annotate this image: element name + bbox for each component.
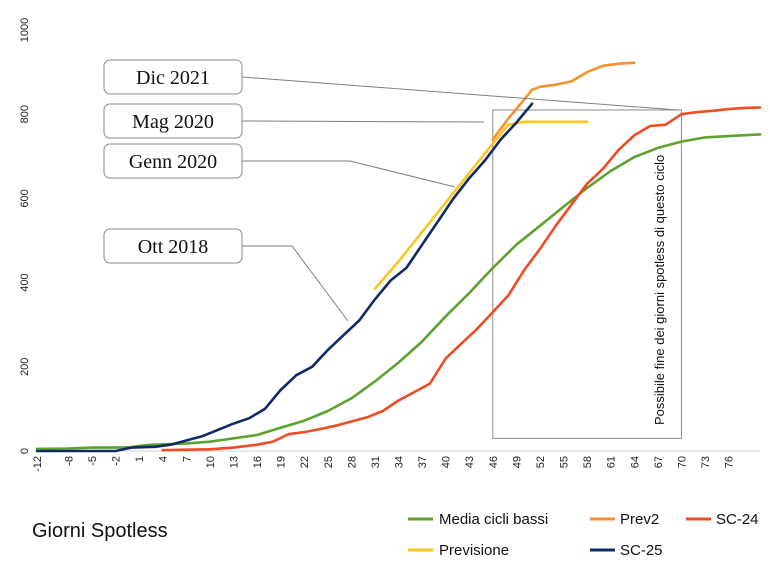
y-tick-label: 0 [19, 448, 31, 454]
y-tick-label: 400 [19, 273, 31, 291]
x-tick-label: 55 [559, 456, 571, 468]
callout-box [103, 59, 243, 95]
legend-label-previsione: Previsione [439, 542, 509, 559]
x-tick-label: -2 [111, 456, 123, 466]
y-tick-label: 800 [19, 105, 31, 123]
annotation-text: Possibile fine dei giorni spotless di qu… [652, 155, 667, 425]
x-tick-labels: -12 -8 -5 -2 1 4 7 10 13 16 19 22 25 28 31 34 37 40 43 46 49… [32, 456, 736, 472]
x-tick-label: 7 [181, 456, 193, 462]
highlight-box [492, 109, 682, 439]
callout-label: Genn 2020 [129, 151, 217, 173]
series-line-previsione [373, 120, 589, 291]
x-tick-label: 76 [724, 456, 736, 468]
legend-label-sc24: SC-24 [716, 511, 759, 528]
callout-box [103, 143, 243, 179]
highlight-box-group [492, 109, 682, 439]
legend-label-media: Media cicli bassi [439, 511, 548, 528]
chart-title: Giorni Spotless [32, 520, 168, 542]
x-tick-label: 61 [606, 456, 618, 468]
x-tick-label: 4 [158, 456, 170, 462]
x-tick-label: 46 [488, 456, 500, 468]
legend-label-sc25: SC-25 [620, 542, 663, 559]
callout-leader-line [241, 120, 485, 123]
x-tick-label: 22 [299, 456, 311, 468]
legend-label-prev2: Prev2 [620, 511, 659, 528]
series-line-sc25 [35, 102, 534, 453]
x-tick-label: 28 [346, 456, 358, 468]
series-lines [35, 61, 762, 453]
x-tick-label: 34 [394, 456, 406, 468]
callout-label: Dic 2021 [136, 67, 210, 89]
callouts: Dic 2021 Mag 2020 Genn 2020 Ott 2018 [103, 59, 679, 322]
x-tick-label: 52 [535, 456, 547, 468]
x-tick-label: 13 [228, 456, 240, 468]
x-tick-label: 37 [417, 456, 429, 468]
x-tick-label: 64 [629, 456, 641, 468]
callout-leader-line [242, 160, 456, 188]
x-tick-label: 19 [276, 456, 288, 468]
x-tick-label: 70 [676, 456, 688, 468]
x-tick-label: 10 [205, 456, 217, 468]
callout-box [103, 103, 243, 139]
x-tick-label: 16 [252, 456, 264, 468]
series-line-prev2 [491, 61, 636, 141]
x-tick-label: 1 [134, 456, 146, 462]
callout-box [103, 228, 243, 264]
callout-leader-line [242, 245, 349, 322]
x-tick-label: 25 [323, 456, 335, 468]
x-tick-label: -8 [63, 456, 75, 466]
y-tick-label: 200 [19, 358, 31, 376]
callout-leader-line [241, 76, 679, 111]
x-tick-label: 49 [511, 456, 523, 468]
x-tick-label: -5 [87, 456, 99, 466]
x-tick-label: 43 [464, 456, 476, 468]
x-tick-label: 40 [441, 456, 453, 468]
callout-label: Ott 2018 [138, 236, 209, 258]
x-tick-label: 58 [582, 456, 594, 468]
x-tick-label: 67 [653, 456, 665, 468]
callout-label: Mag 2020 [132, 111, 214, 133]
x-tick-label: -12 [32, 456, 44, 472]
y-tick-label: 600 [19, 189, 31, 207]
series-line-sc24 [161, 106, 762, 452]
legend: Media cicli bassi Prev2 SC-24 Previsione… [408, 511, 759, 559]
y-tick-labels: 0 200 400 600 800 1000 [19, 18, 31, 454]
series-line-media-cicli-bassi [35, 133, 762, 451]
x-tick-label: 31 [370, 456, 382, 468]
x-tick-label: 73 [700, 456, 712, 468]
y-tick-label: 1000 [19, 18, 31, 42]
